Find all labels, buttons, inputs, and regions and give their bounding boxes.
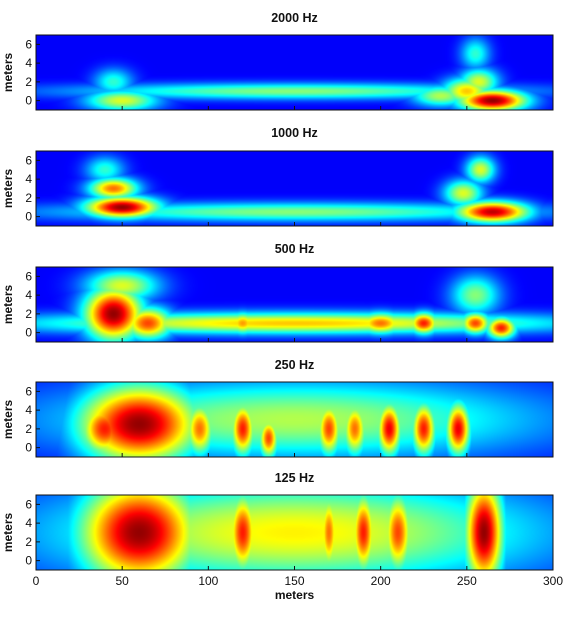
- heatmap-panel: 500 Hz 0 2 4 6 meters: [1, 242, 554, 343]
- y-tick-label: 6: [25, 384, 32, 398]
- panel-title: 250 Hz: [275, 358, 315, 372]
- heatmap-image: [36, 495, 553, 570]
- x-axis-label: meters: [275, 588, 315, 602]
- y-axis-label: meters: [1, 168, 15, 208]
- y-tick-label: 0: [25, 210, 32, 224]
- panel-title: 2000 Hz: [271, 11, 318, 25]
- x-tick-label: 50: [115, 574, 129, 588]
- panel-title: 500 Hz: [275, 242, 315, 256]
- x-tick-label: 250: [457, 574, 477, 588]
- y-axis-label: meters: [1, 512, 15, 552]
- y-tick-label: 4: [25, 56, 32, 70]
- x-axis: 0 50 100 150 200 250 300 meters: [33, 574, 564, 602]
- x-tick-label: 300: [543, 574, 563, 588]
- x-tick-label: 100: [198, 574, 218, 588]
- y-tick-label: 4: [25, 403, 32, 417]
- y-tick-label: 2: [25, 307, 32, 321]
- x-tick-label: 200: [371, 574, 391, 588]
- panel-title: 1000 Hz: [271, 126, 318, 140]
- y-tick-label: 6: [25, 269, 32, 283]
- heatmap-panel: 1000 Hz 0 2 4 6 meters: [1, 126, 554, 227]
- heatmap-panel: 2000 Hz 0 2 4 6 meters: [1, 11, 554, 111]
- heatmap-image: [36, 382, 553, 457]
- heatmap-image: [36, 267, 553, 342]
- y-tick-label: 2: [25, 191, 32, 205]
- y-tick-label: 6: [25, 153, 32, 167]
- y-axis-label: meters: [1, 52, 15, 92]
- y-tick-label: 0: [25, 554, 32, 568]
- y-tick-label: 4: [25, 516, 32, 530]
- y-tick-label: 2: [25, 535, 32, 549]
- y-tick-label: 2: [25, 75, 32, 89]
- x-tick-label: 0: [33, 574, 40, 588]
- y-tick-label: 0: [25, 441, 32, 455]
- heatmap-panel: 125 Hz 0 2 4 6 meters: [1, 471, 554, 571]
- y-axis-label: meters: [1, 399, 15, 439]
- heatmap-panel: 250 Hz 0 2 4 6 meters: [1, 358, 554, 458]
- y-tick-label: 0: [25, 94, 32, 108]
- y-axis-label: meters: [1, 284, 15, 324]
- x-tick-label: 150: [284, 574, 304, 588]
- y-tick-label: 6: [25, 497, 32, 511]
- heatmap-image: [36, 151, 553, 226]
- y-tick-label: 2: [25, 422, 32, 436]
- y-tick-label: 4: [25, 288, 32, 302]
- panel-title: 125 Hz: [275, 471, 315, 485]
- y-tick-label: 0: [25, 326, 32, 340]
- heatmap-image: [36, 35, 553, 110]
- y-tick-label: 4: [25, 172, 32, 186]
- y-tick-label: 6: [25, 37, 32, 51]
